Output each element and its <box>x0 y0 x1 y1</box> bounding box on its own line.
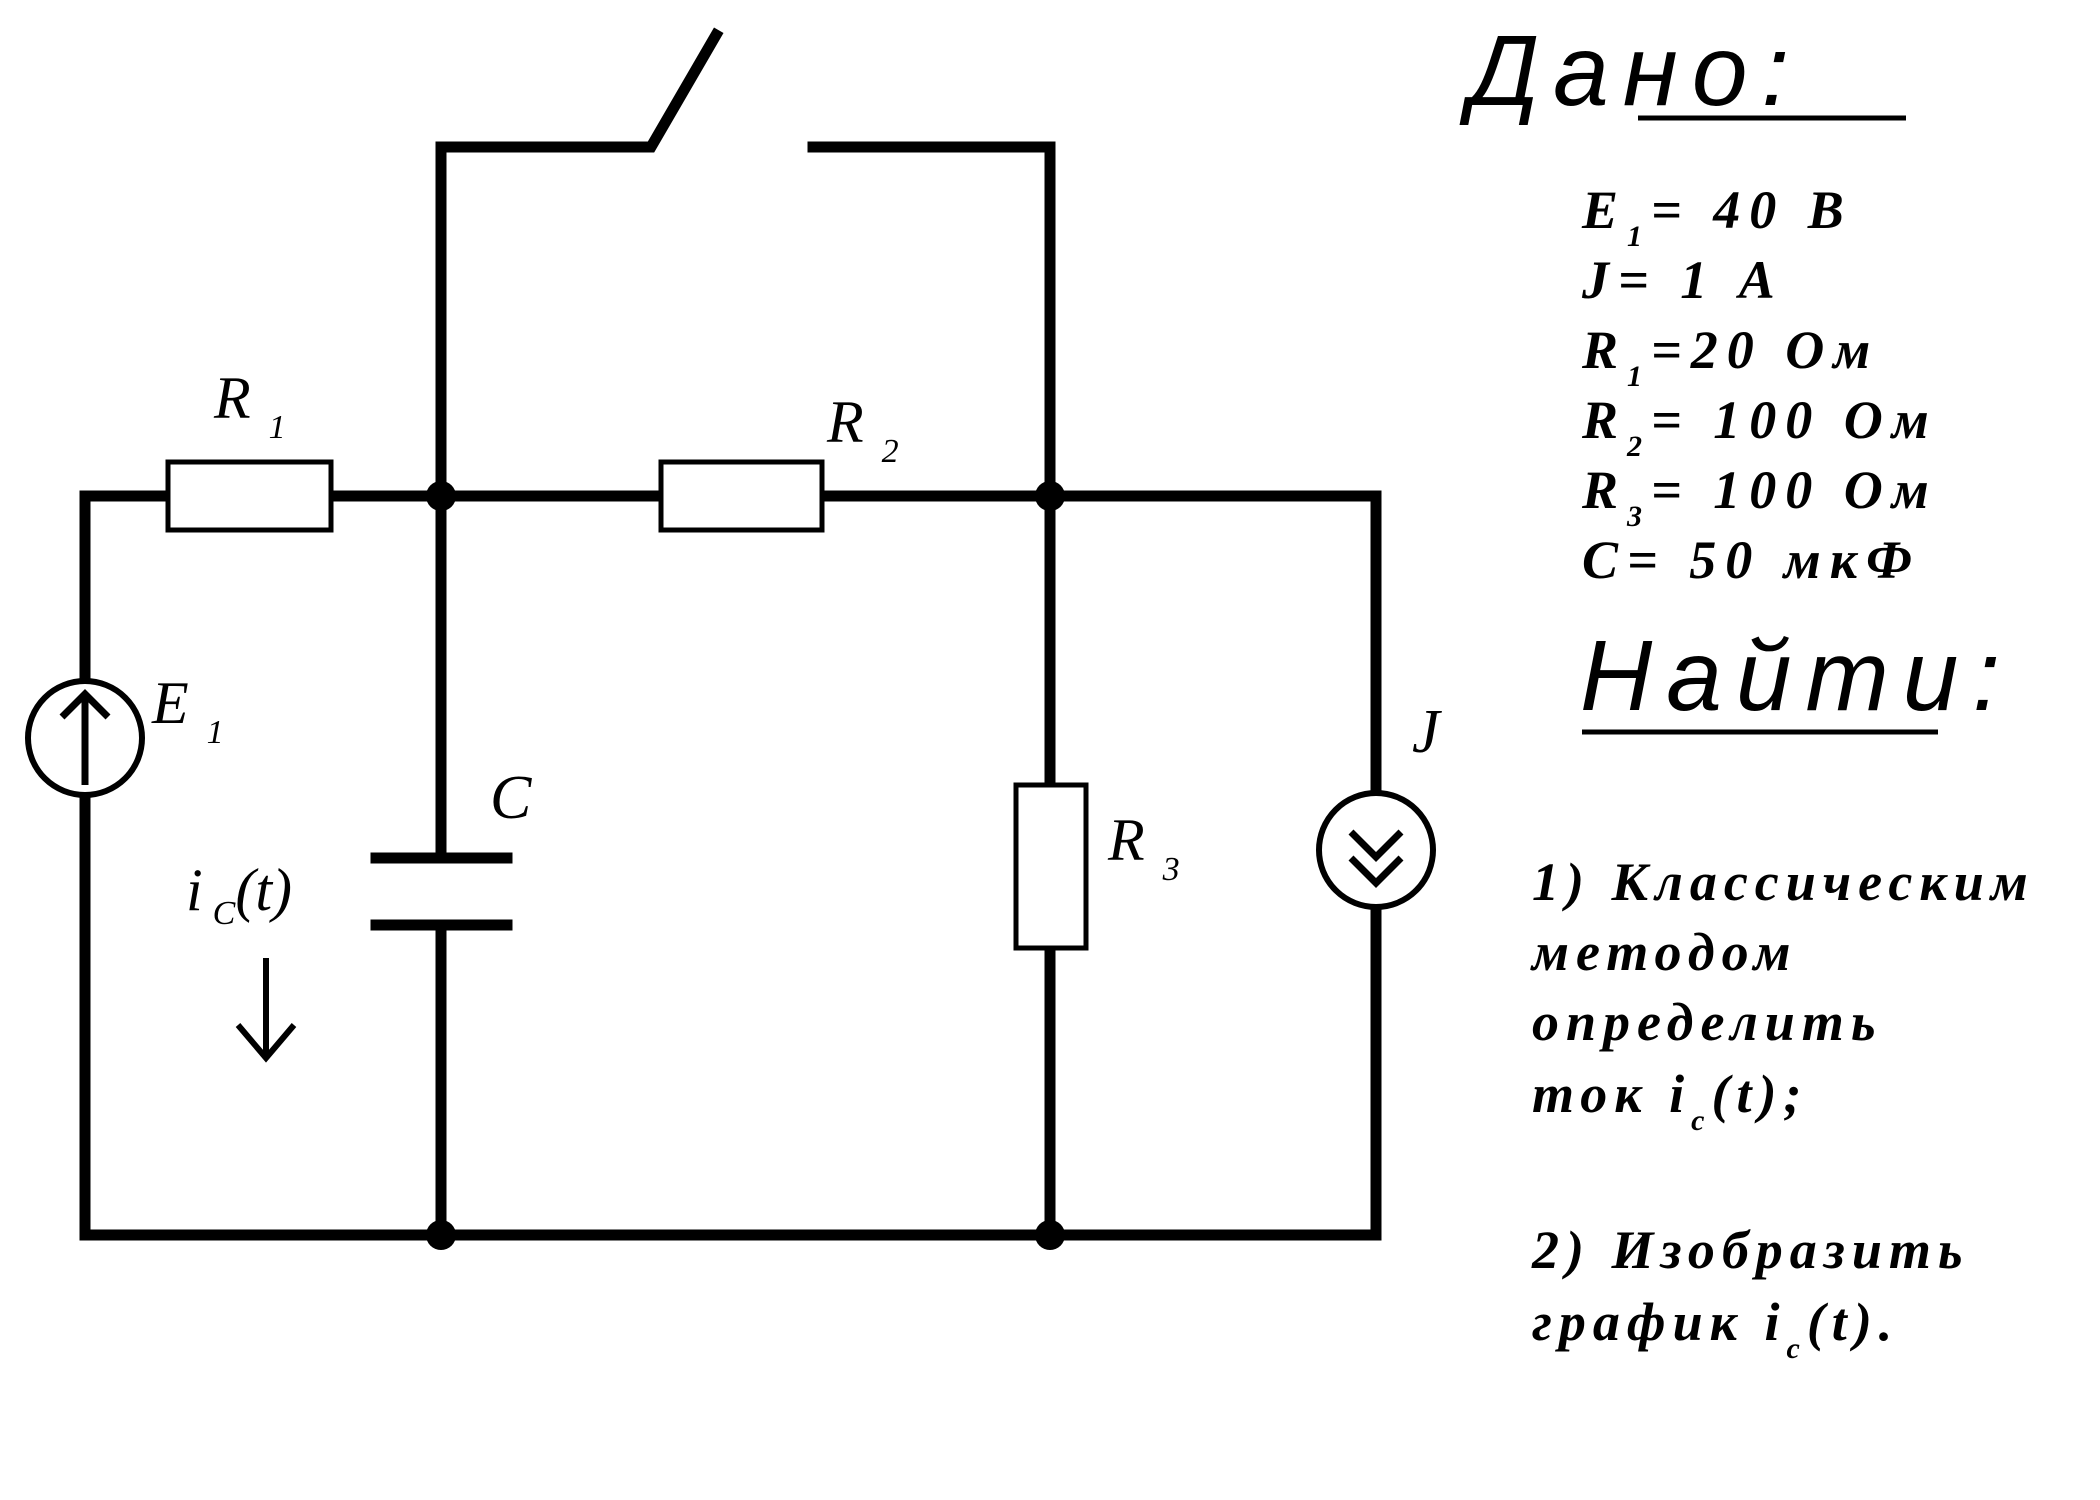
label-c: C <box>490 764 532 832</box>
given-title: Дано: <box>1459 15 1803 127</box>
label-ic: i C(t) <box>186 857 292 932</box>
node-top-right <box>1035 481 1065 511</box>
resistor-r1 <box>165 459 334 533</box>
resistor-r2 <box>658 459 825 533</box>
current-source-j <box>1316 790 1436 910</box>
label-j: J <box>1412 698 1442 766</box>
task1-line1: 1) Классическим <box>1532 852 2035 912</box>
ic-direction-arrow-icon <box>235 958 297 1063</box>
given-line: C= 50 мкФ <box>1582 530 1921 590</box>
given-line: R1=20 Ом <box>1581 320 1879 393</box>
task1-line3: определить <box>1532 992 1883 1052</box>
given-line: J= 1 А <box>1581 250 1784 310</box>
voltage-source-e1 <box>25 678 145 798</box>
find-block: Найти: 1) Классическим методом определит… <box>1530 620 2035 1365</box>
switch-right-wire <box>807 141 1056 506</box>
node-bottom-left <box>426 1220 456 1250</box>
task1-line4: ток ic(t); <box>1532 1064 1808 1137</box>
given-line: R2= 100 Ом <box>1581 390 1938 463</box>
task1-line2: методом <box>1530 922 1798 982</box>
find-title: Найти: <box>1580 620 2014 732</box>
node-top-left <box>426 481 456 511</box>
node-bottom-right <box>1035 1220 1065 1250</box>
task2-line1: 2) Изобразить <box>1531 1220 1970 1280</box>
task2-line2: график ic(t). <box>1532 1292 1899 1365</box>
given-line: E1= 40 В <box>1581 180 1853 253</box>
given-line: R3= 100 Ом <box>1581 460 1938 533</box>
resistor-r3 <box>1013 782 1089 951</box>
switch-left-wire <box>435 27 724 506</box>
